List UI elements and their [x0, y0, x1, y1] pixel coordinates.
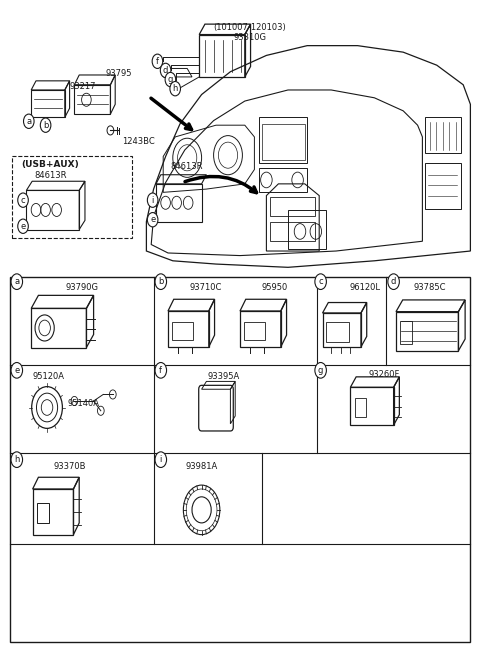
Text: a: a [14, 277, 19, 286]
Circle shape [155, 363, 167, 378]
Text: g: g [168, 75, 173, 84]
Circle shape [11, 452, 23, 467]
Circle shape [40, 118, 51, 132]
Circle shape [11, 363, 23, 378]
Text: 93260F: 93260F [368, 370, 400, 379]
Text: 93795: 93795 [106, 69, 132, 78]
Text: e: e [21, 222, 25, 231]
Text: b: b [43, 121, 48, 130]
Text: 93370B: 93370B [53, 462, 86, 471]
Circle shape [18, 219, 28, 233]
Text: 84613R: 84613R [34, 171, 67, 181]
Text: 93310G: 93310G [233, 33, 266, 42]
Text: 93217: 93217 [70, 82, 96, 91]
Text: 93981A: 93981A [185, 462, 218, 471]
Bar [10, 277, 470, 642]
Text: 93785C: 93785C [413, 283, 446, 292]
Circle shape [388, 274, 399, 289]
Text: a: a [26, 117, 31, 126]
Circle shape [315, 363, 326, 378]
Text: 96120L: 96120L [349, 283, 381, 292]
Text: f: f [156, 57, 159, 66]
Circle shape [315, 274, 326, 289]
Text: h: h [14, 455, 20, 464]
Circle shape [18, 193, 28, 207]
Circle shape [147, 213, 158, 227]
Text: g: g [318, 366, 324, 375]
Text: 95950: 95950 [262, 283, 288, 292]
Text: c: c [21, 196, 25, 205]
Circle shape [155, 274, 167, 289]
Circle shape [11, 274, 23, 289]
Text: 93710C: 93710C [190, 283, 222, 292]
Circle shape [147, 193, 158, 207]
Text: e: e [14, 366, 19, 375]
Text: b: b [158, 277, 164, 286]
Circle shape [155, 452, 167, 467]
Text: h: h [172, 84, 178, 93]
Text: f: f [159, 366, 162, 375]
Text: c: c [318, 277, 323, 286]
Text: (101007-120103): (101007-120103) [213, 23, 286, 32]
Circle shape [24, 114, 34, 128]
Text: d: d [163, 66, 168, 75]
Circle shape [152, 54, 163, 68]
Text: (USB+AUX): (USB+AUX) [22, 160, 79, 169]
Text: 95120A: 95120A [33, 372, 65, 381]
Text: 93790G: 93790G [65, 283, 98, 292]
Text: 95140A: 95140A [68, 399, 100, 408]
Circle shape [160, 63, 171, 78]
Text: 93395A: 93395A [207, 372, 240, 381]
Circle shape [170, 82, 180, 96]
Text: 1243BC: 1243BC [122, 137, 155, 146]
Text: i: i [152, 196, 154, 205]
Text: 84613R: 84613R [170, 162, 203, 171]
Text: d: d [391, 277, 396, 286]
Text: i: i [160, 455, 162, 464]
Circle shape [165, 72, 176, 87]
Text: e: e [150, 215, 155, 224]
